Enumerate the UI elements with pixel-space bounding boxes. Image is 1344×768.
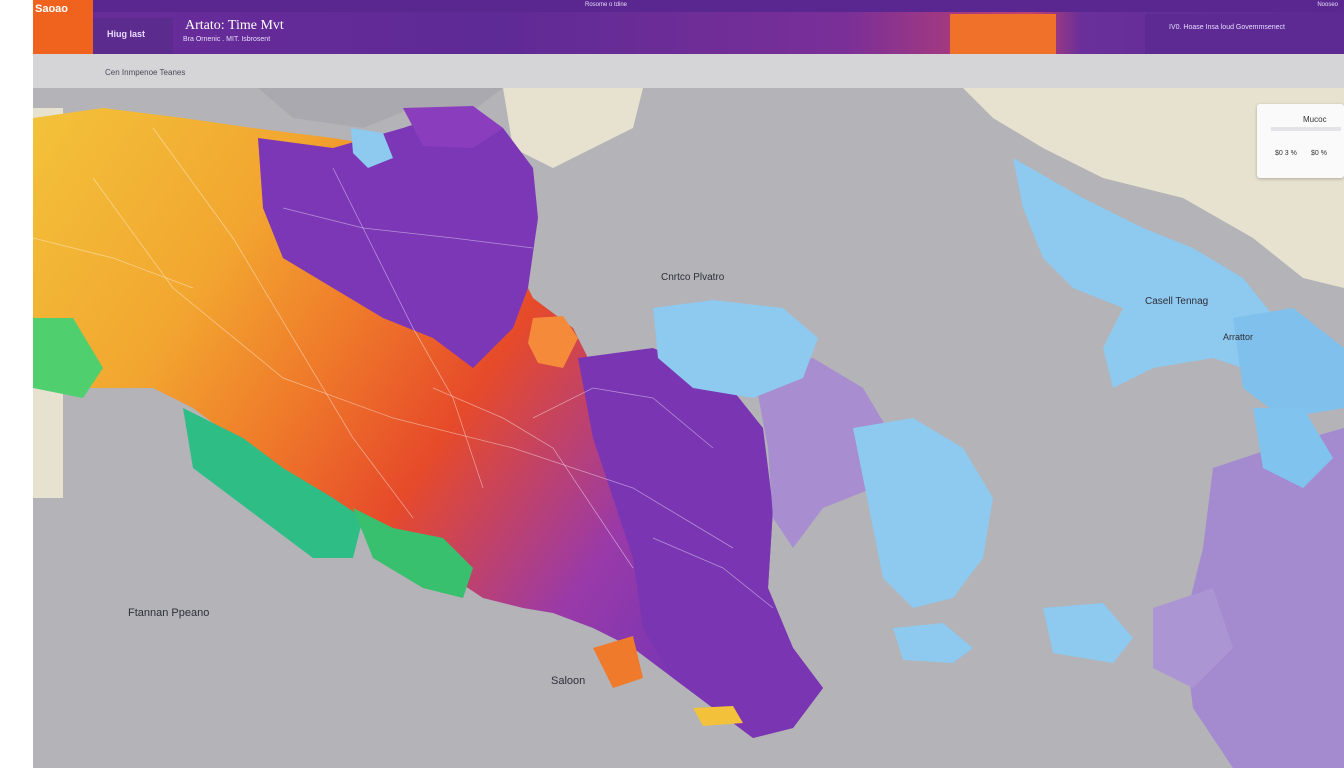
- blue-lake-south[interactable]: [1043, 603, 1133, 663]
- header-bar: Saoao Hiug Iast Artato: Time Mvt Bra Orn…: [33, 0, 1344, 54]
- toolbar-label: Cen Inmpenoe Teanes: [105, 68, 186, 77]
- orange-spot[interactable]: [528, 316, 578, 368]
- header-tab[interactable]: Hiug Iast: [93, 18, 173, 54]
- page-title: Artato: Time Mvt: [185, 18, 284, 33]
- blue-lake-right[interactable]: [1253, 408, 1333, 488]
- choropleth-map[interactable]: Cnrtco Plvatro Casell Tennag Arrattor Ft…: [33, 88, 1344, 768]
- purple-region-top[interactable]: [403, 106, 503, 148]
- page-subtitle: Bra Ornenic . MIT. Isbrosent: [183, 36, 271, 43]
- lavender-region[interactable]: [753, 358, 893, 548]
- heat-region[interactable]: [33, 108, 823, 738]
- land-beige-north: [503, 88, 643, 168]
- lavender-region-east[interactable]: [1183, 428, 1344, 768]
- header-center-text: Rosome o tdine: [585, 2, 628, 8]
- map-label-bottom: Saloon: [551, 675, 585, 687]
- info-card[interactable]: Mucoc $0 3 % $0 %: [1257, 104, 1344, 178]
- blue-sea-north[interactable]: [351, 128, 393, 168]
- map-label-south: Ftannan Ppeano: [128, 607, 209, 619]
- map-label-east-sea: Casell Tennag: [1145, 296, 1208, 307]
- header-tab-label: Hiug Iast: [107, 29, 146, 39]
- green-coast-west[interactable]: [33, 318, 103, 398]
- land-gray-top: [258, 88, 503, 128]
- blue-sea-central[interactable]: [853, 418, 993, 608]
- lavender-island[interactable]: [1153, 588, 1233, 688]
- map-label-east-sea-sub: Arrattor: [1223, 332, 1253, 342]
- map-toolbar: Cen Inmpenoe Teanes: [33, 54, 1344, 88]
- right-panel-label: IV0. Hoase Insa loud Govemmsenect: [1169, 24, 1285, 31]
- green-coast[interactable]: [353, 508, 473, 598]
- highlight-button[interactable]: [950, 14, 1056, 54]
- info-card-title: Mucoc: [1303, 115, 1327, 124]
- map-label-caspian: Cnrtco Plvatro: [661, 272, 725, 283]
- blue-bay-east[interactable]: [1233, 308, 1344, 418]
- teal-coast[interactable]: [183, 408, 363, 558]
- yellow-south-bit[interactable]: [693, 706, 743, 726]
- land-beige-east: [963, 88, 1344, 288]
- purple-region-south[interactable]: [578, 348, 823, 738]
- app-frame: Saoao Hiug Iast Artato: Time Mvt Bra Orn…: [33, 0, 1344, 768]
- info-card-value-left: $0 3 %: [1275, 150, 1297, 157]
- info-card-subline: [1271, 127, 1341, 131]
- header-top-strip: [93, 0, 1344, 12]
- purple-region-north[interactable]: [258, 108, 538, 368]
- blue-lake-small[interactable]: [893, 623, 973, 663]
- header-right-panel[interactable]: IV0. Hoase Insa loud Govemmsenect: [1145, 14, 1344, 54]
- info-card-value-right: $0 %: [1311, 150, 1327, 157]
- header-right-text: Nooseo: [1317, 2, 1338, 8]
- brand-logo[interactable]: Saoao: [33, 0, 93, 54]
- orange-south-tip[interactable]: [593, 636, 643, 688]
- road-network: [33, 127, 774, 609]
- caspian-sea[interactable]: [653, 300, 818, 398]
- brand-label: Saoao: [35, 3, 69, 15]
